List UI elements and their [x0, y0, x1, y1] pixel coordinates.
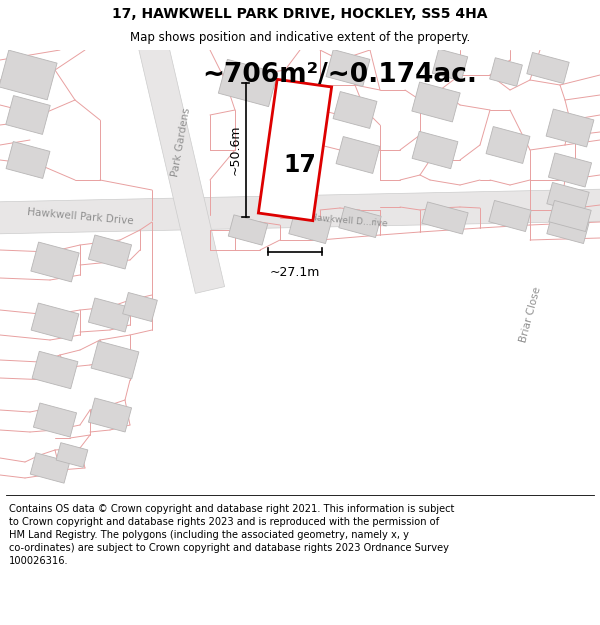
Polygon shape [548, 153, 592, 187]
Text: Park Gardens: Park Gardens [170, 107, 192, 178]
Polygon shape [547, 182, 589, 214]
Polygon shape [56, 442, 88, 468]
Text: Map shows position and indicative extent of the property.: Map shows position and indicative extent… [130, 31, 470, 44]
Polygon shape [0, 50, 57, 100]
Text: ~27.1m: ~27.1m [270, 266, 320, 279]
Polygon shape [88, 235, 131, 269]
Polygon shape [228, 215, 268, 245]
Polygon shape [339, 206, 381, 238]
Polygon shape [289, 213, 331, 244]
Polygon shape [31, 242, 79, 282]
Polygon shape [122, 292, 157, 321]
Polygon shape [422, 202, 468, 234]
Polygon shape [412, 131, 458, 169]
Text: Hawkwell D...: Hawkwell D... [310, 213, 372, 227]
Polygon shape [527, 52, 569, 84]
Polygon shape [34, 403, 77, 437]
Polygon shape [486, 126, 530, 164]
Text: rive: rive [370, 217, 388, 228]
Polygon shape [333, 91, 377, 129]
Polygon shape [0, 189, 600, 234]
Polygon shape [137, 37, 224, 293]
Text: Contains OS data © Crown copyright and database right 2021. This information is : Contains OS data © Crown copyright and d… [9, 504, 454, 566]
Polygon shape [490, 58, 523, 86]
Polygon shape [91, 341, 139, 379]
Text: ~50.6m: ~50.6m [228, 125, 241, 175]
Text: Hawkwell Park Drive: Hawkwell Park Drive [26, 208, 134, 227]
Polygon shape [30, 453, 70, 483]
Polygon shape [412, 82, 460, 122]
Polygon shape [549, 201, 591, 231]
Polygon shape [336, 136, 380, 174]
Text: ~706m²/~0.174ac.: ~706m²/~0.174ac. [203, 62, 478, 88]
Polygon shape [218, 59, 278, 107]
Polygon shape [88, 298, 131, 332]
Polygon shape [6, 141, 50, 179]
Polygon shape [432, 49, 468, 81]
Text: 17, HAWKWELL PARK DRIVE, HOCKLEY, SS5 4HA: 17, HAWKWELL PARK DRIVE, HOCKLEY, SS5 4H… [112, 7, 488, 21]
Polygon shape [32, 351, 78, 389]
Text: Briar Close: Briar Close [518, 286, 542, 344]
Text: 17: 17 [284, 153, 316, 177]
Polygon shape [88, 398, 131, 432]
Polygon shape [6, 96, 50, 134]
Polygon shape [489, 201, 531, 231]
Polygon shape [326, 49, 370, 86]
Polygon shape [546, 109, 594, 147]
Polygon shape [547, 213, 589, 244]
Polygon shape [259, 79, 332, 221]
Polygon shape [31, 303, 79, 341]
